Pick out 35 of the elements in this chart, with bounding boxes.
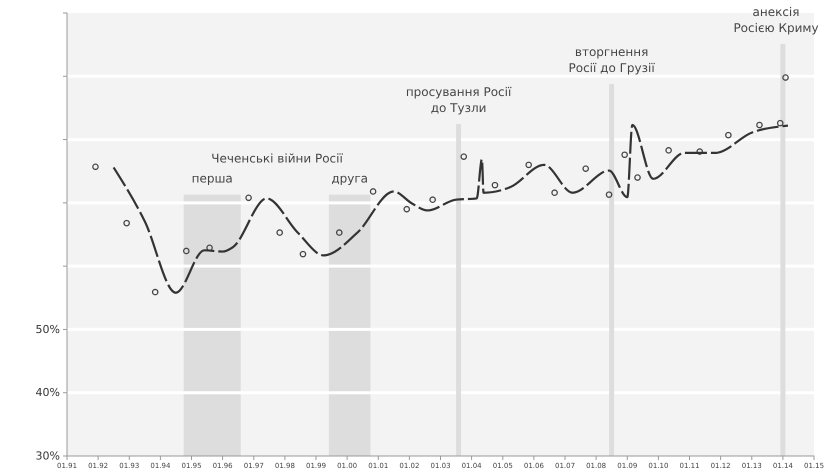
point [551,189,558,196]
point [300,250,306,258]
point [183,248,190,254]
point [665,147,672,154]
y-tick-label: 50% [36,322,60,336]
ref-line-label: анексія Росією Криму [733,5,819,35]
point [776,120,784,126]
point [245,194,252,202]
point [621,151,628,158]
point [336,229,343,236]
point [370,188,376,195]
point [403,206,410,212]
point [756,122,763,128]
point [696,148,704,155]
point [460,153,468,160]
point [525,162,532,168]
line-series [112,124,790,294]
point [429,196,436,203]
band-label: друга [331,172,368,186]
point [276,229,283,236]
point [152,288,158,296]
ref-line-label: вторгнення Росії до Грузії [568,45,656,75]
band-label: перша [192,172,233,186]
point [606,191,612,198]
y-tick-label: 40% [36,386,60,400]
point [725,132,732,138]
point [582,165,590,172]
point [634,174,641,181]
point [492,182,498,188]
point [782,74,789,81]
annotation: Чеченські війни Росії [211,152,344,166]
point [92,163,99,170]
y-tick-label: 30% [36,450,60,463]
point [123,220,130,226]
ref-line-label: просування Росії до Тузли [406,85,512,115]
